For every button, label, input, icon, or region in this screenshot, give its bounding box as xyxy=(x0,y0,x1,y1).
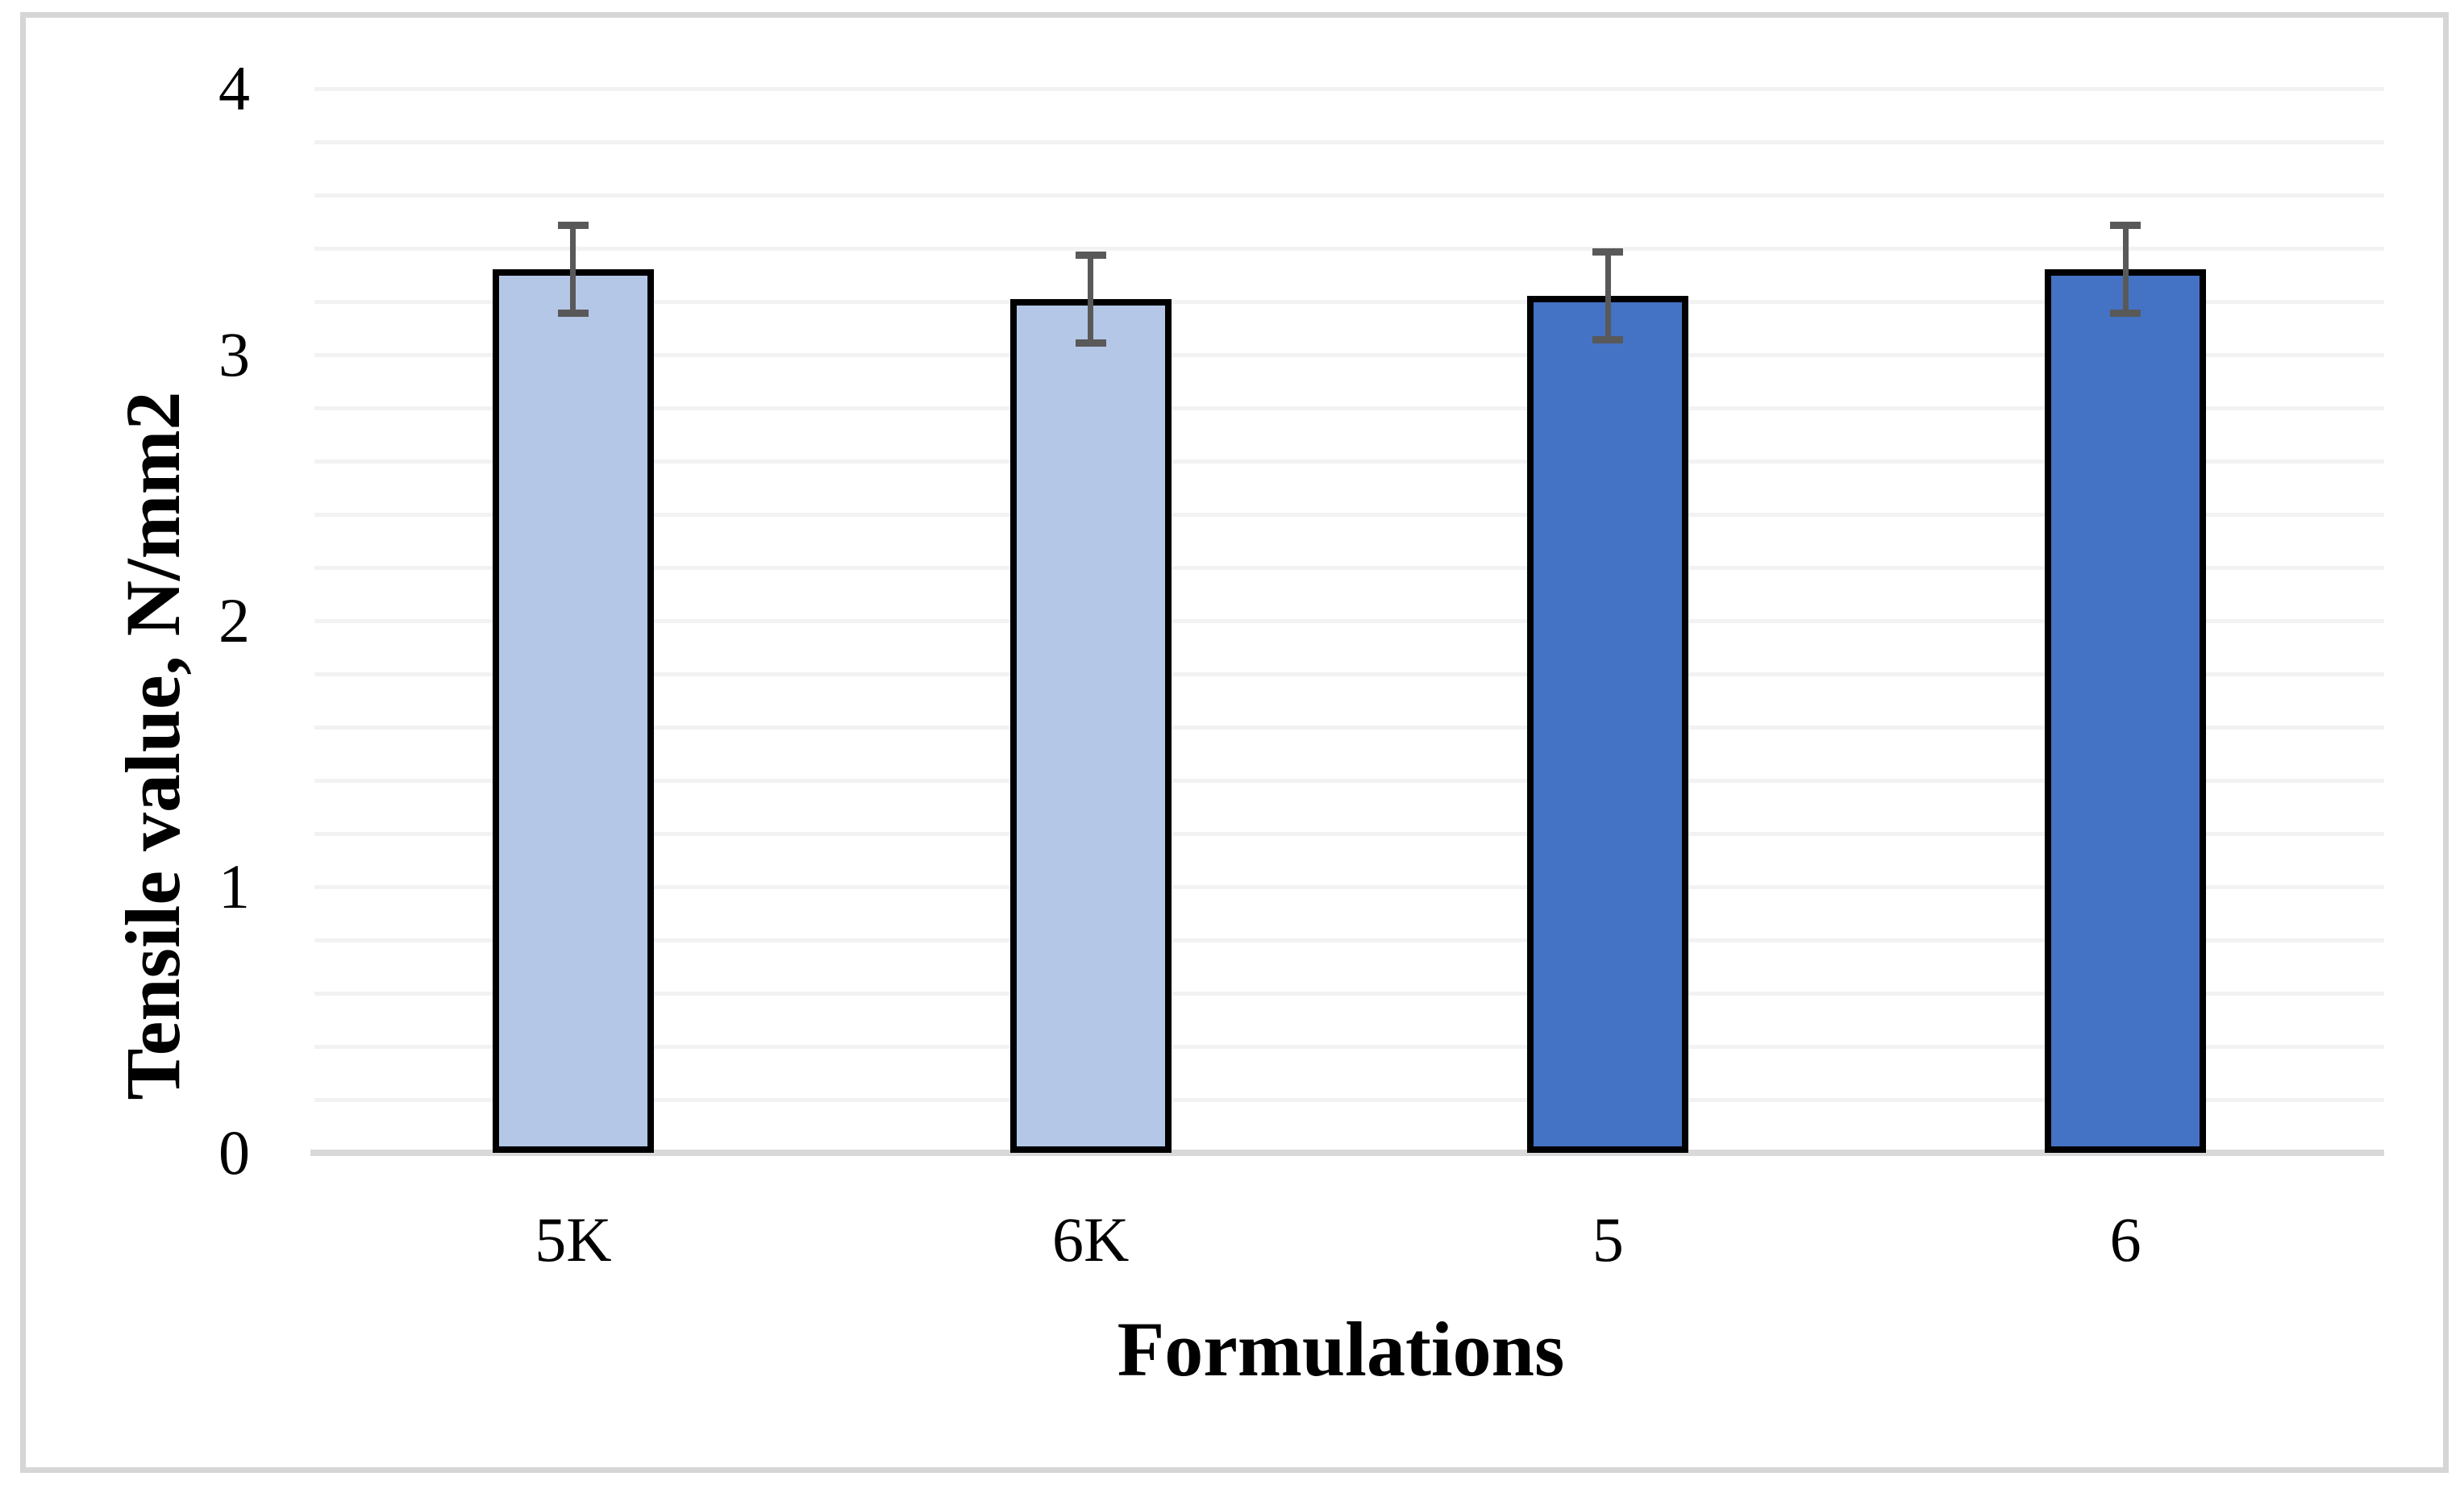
error-bar-line xyxy=(570,225,576,314)
x-axis-line xyxy=(310,1150,2384,1156)
error-bar-cap-bottom xyxy=(557,310,589,318)
gridline xyxy=(314,246,2384,251)
x-tick-label: 5 xyxy=(1592,1204,1624,1275)
gridline xyxy=(314,565,2384,570)
x-tick-label: 5K xyxy=(535,1204,612,1275)
bar-5 xyxy=(1527,296,1689,1153)
y-tick-label: 3 xyxy=(219,319,250,389)
gridline xyxy=(314,139,2384,144)
gridline xyxy=(314,86,2384,91)
gridline xyxy=(314,618,2384,623)
x-tick-label: 6 xyxy=(2109,1204,2141,1275)
gridline xyxy=(314,672,2384,676)
y-tick-label: 2 xyxy=(219,585,250,655)
gridline xyxy=(314,991,2384,996)
gridline xyxy=(314,938,2384,942)
gridline xyxy=(314,778,2384,783)
gridline xyxy=(314,1097,2384,1102)
error-bar-cap-bottom xyxy=(2110,310,2141,318)
y-tick-label: 1 xyxy=(219,851,250,921)
error-bar-cap-top xyxy=(557,222,589,230)
bar-5K xyxy=(492,269,654,1153)
gridline xyxy=(314,512,2384,517)
gridline xyxy=(314,299,2384,304)
gridline xyxy=(314,884,2384,889)
error-bar-line xyxy=(2122,225,2129,314)
y-tick-label: 0 xyxy=(219,1117,250,1187)
error-bar-cap-top xyxy=(2110,222,2141,230)
gridline xyxy=(314,352,2384,357)
error-bar-cap-bottom xyxy=(1592,336,1624,344)
figure-border xyxy=(20,12,2449,1473)
bar-6 xyxy=(2045,269,2207,1153)
plot-area xyxy=(310,86,2384,1156)
error-bar-line xyxy=(1605,252,1611,340)
bar-6K xyxy=(1009,298,1172,1153)
x-tick-label: 6K xyxy=(1051,1204,1130,1275)
gridline xyxy=(314,406,2384,410)
x-axis-title: Formulations xyxy=(1117,1306,1565,1392)
gridline xyxy=(314,725,2384,730)
error-bar-cap-top xyxy=(1592,248,1624,256)
gridline xyxy=(314,1044,2384,1049)
error-bar-cap-bottom xyxy=(1075,339,1106,347)
gridline xyxy=(314,193,2384,198)
error-bar-line xyxy=(1088,255,1094,343)
error-bar-cap-top xyxy=(1075,251,1106,259)
gridline xyxy=(314,459,2384,464)
gridline xyxy=(314,831,2384,836)
y-tick-label: 4 xyxy=(219,53,250,123)
